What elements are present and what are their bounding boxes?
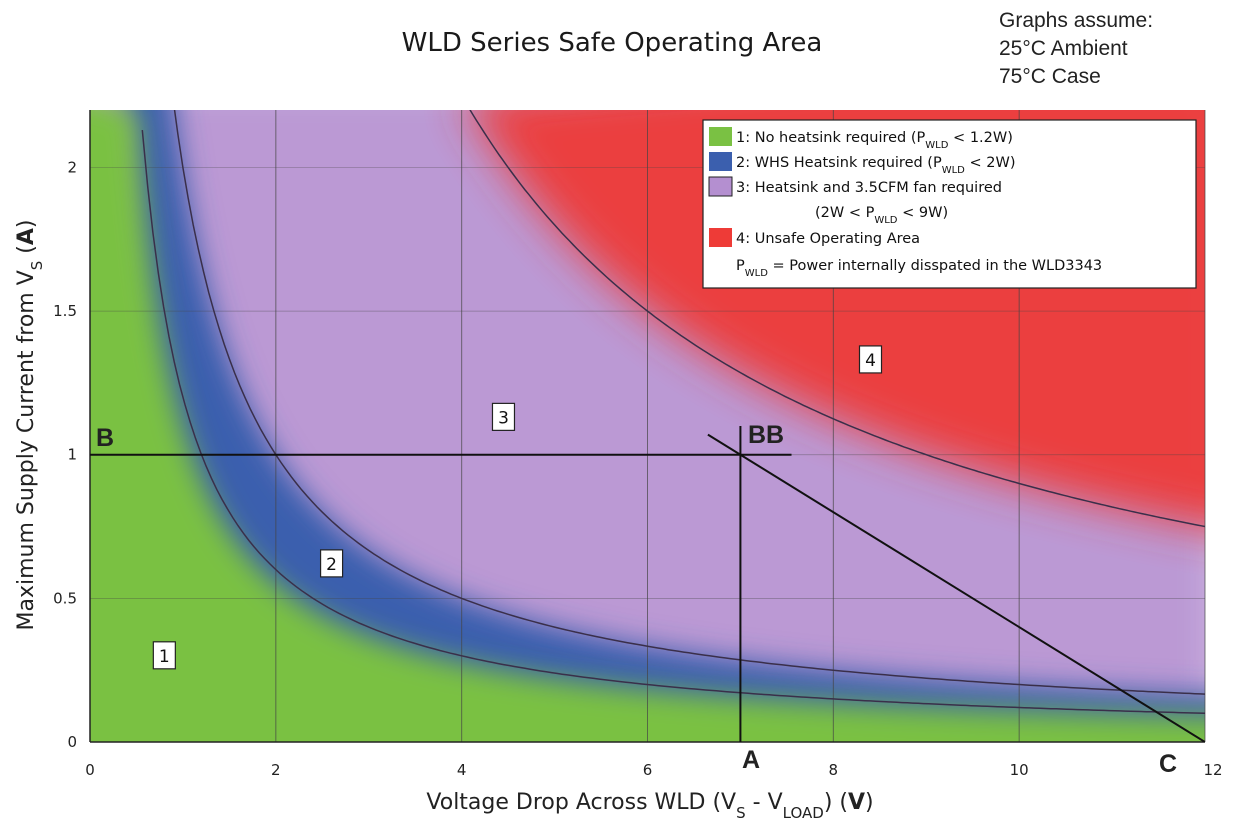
legend-label: 1: No heatsink required (PWLD < 1.2W) (736, 130, 1013, 151)
region-1-fill (90, 110, 1205, 742)
region-label-3: 3 (491, 402, 516, 431)
legend-item: 1: No heatsink required (PWLD < 1.2W) (709, 127, 1013, 151)
region-label-text: 4 (865, 351, 876, 371)
legend-item: 3: Heatsink and 3.5CFM fan required (2W … (708, 176, 1002, 226)
legend-swatch (709, 228, 732, 247)
legend-swatch (709, 127, 732, 146)
region-label-text: 2 (326, 555, 337, 575)
legend-label: 2: WHS Heatsink required (PWLD < 2W) (736, 155, 1015, 176)
x-tick-label: 0 (85, 761, 95, 779)
region-label-box (319, 549, 344, 578)
legend-label: (2W < PWLD < 9W) (815, 205, 948, 226)
assumption-line: 25°C Ambient (999, 37, 1128, 60)
legend-item: 4: Unsafe Operating Area (709, 228, 920, 247)
legend-swatch (708, 176, 733, 197)
region-label-1: 1 (152, 641, 176, 670)
x-tick-label: 8 (829, 761, 839, 779)
legend-label: 3: Heatsink and 3.5CFM fan required (736, 180, 1002, 196)
legend-box (702, 119, 1197, 289)
y-axis-label: Maximum Supply Current from VS (A) (14, 220, 46, 631)
region-2-fill (122, 110, 1205, 742)
x-tick-label: 6 (643, 761, 653, 779)
region-label-text: 3 (498, 408, 509, 428)
legend-item: 2: WHS Heatsink required (PWLD < 2W) (709, 152, 1015, 176)
label-bb: BB (748, 421, 784, 449)
power-curve-2 (173, 110, 1205, 695)
label-a: A (742, 746, 760, 774)
region-label-text: 1 (159, 647, 170, 667)
legend-label: 4: Unsafe Operating Area (736, 231, 920, 247)
point-labels: B BB A C (96, 421, 1177, 778)
load-line (707, 433, 1205, 742)
y-tick-label: 1 (67, 446, 77, 464)
assumptions-note: Graphs assume: 25°C Ambient 75°C Case (999, 9, 1153, 88)
region-label-2: 2 (319, 549, 344, 578)
label-b: B (96, 424, 114, 452)
x-tick-label: 10 (1010, 761, 1029, 779)
power-curves (90, 110, 1205, 742)
x-tick-label: 4 (457, 761, 467, 779)
y-tick-label: 2 (67, 158, 77, 176)
x-tick-label: 2 (271, 761, 281, 779)
label-c: C (1159, 750, 1177, 778)
legend-swatch (709, 152, 732, 171)
legend: 1: No heatsink required (PWLD < 1.2W) 2:… (702, 119, 1197, 289)
region-label-4: 4 (858, 345, 883, 374)
power-curve-3 (469, 110, 1205, 528)
region-label-box (491, 402, 516, 431)
x-axis-label: Voltage Drop Across WLD (VS - VLOAD) (V) (426, 790, 873, 822)
region-label-box (858, 345, 883, 374)
x-tick-label: 12 (1203, 761, 1222, 779)
legend-note: PWLD = Power internally disspated in the… (736, 258, 1102, 279)
assumption-line: 75°C Case (999, 65, 1101, 88)
y-tick-label: 1.5 (53, 302, 77, 320)
power-curve-1 (141, 130, 1205, 715)
y-tick-label: 0 (67, 733, 77, 751)
assumption-line: Graphs assume: (999, 9, 1153, 32)
chart-title: WLD Series Safe Operating Area (402, 28, 823, 58)
region-label-box (152, 641, 176, 670)
region-labels: 1 2 3 4 (152, 345, 883, 670)
y-tick-label: 0.5 (53, 589, 77, 607)
